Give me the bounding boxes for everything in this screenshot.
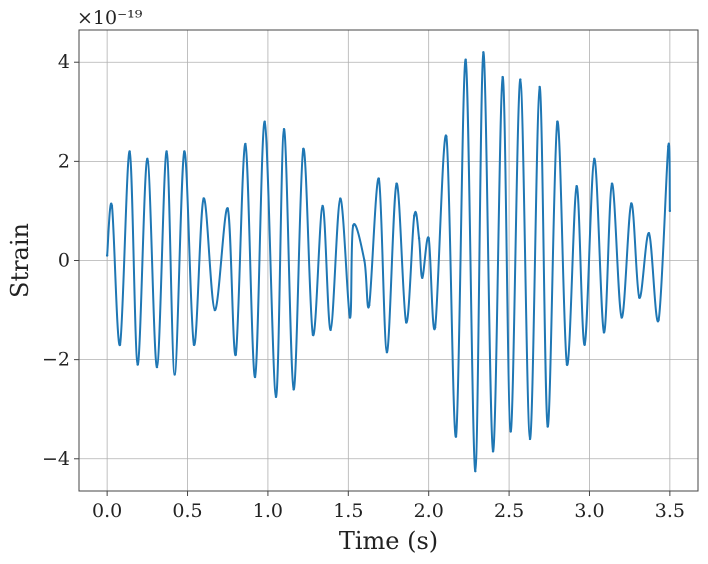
strain-data-point [118,343,122,346]
x-tick-label: 3.5 [655,500,685,522]
strain-data-point [620,316,623,319]
x-tick-label: 0.0 [92,500,122,522]
y-tick-label: 4 [58,51,70,73]
y-tick-label: 0 [58,250,70,272]
x-axis-label: Time (s) [339,527,438,555]
strain-data-point [385,351,389,354]
strain-data-point [329,328,332,332]
strain-data-point [244,142,247,146]
strain-data-point [417,236,421,240]
strain-data-point [311,333,315,337]
strain-data-point [213,308,217,312]
strain-data-point [538,85,541,89]
strain-data-point [282,127,286,131]
strain-data-point [602,331,606,334]
strain-data-point [491,450,495,453]
strain-data-point [647,232,651,235]
strain-data-point [519,78,522,81]
x-tick-label: 1.0 [253,500,283,522]
strain-data-point [593,157,596,161]
strain-data-point [501,75,504,79]
strain-data-point [128,150,131,153]
strain-data-point [556,120,559,123]
strain-data-point [583,343,586,346]
strain-data-point [638,296,641,299]
strain-data-point [404,321,408,324]
strain-data-point [630,202,633,205]
y-offset-label: ×10⁻¹⁹ [77,7,143,29]
y-tick-label: −4 [42,448,70,470]
strain-data-point [136,363,139,366]
strain-series-line [106,51,671,473]
x-tick-label: 3.0 [574,500,604,522]
strain-data-point [657,318,660,322]
strain-data-point [610,182,614,185]
strain-data-point [292,388,295,391]
strain-data-point [454,435,458,438]
strain-data-point [348,316,352,319]
y-tick-label: 2 [58,150,70,172]
x-tick-label: 2.5 [494,500,524,522]
strain-data-point [321,204,324,208]
strain-data-point [234,353,237,356]
strain-data-point [377,177,381,180]
strain-data-point [363,259,366,262]
axis-ticks: 0.0 0.5 1.0 1.5 2.0 2.5 3.0 3.5 −4 −2 0 2 4 [42,51,685,522]
strain-data-point [155,365,159,369]
x-tick-label: 1.5 [333,500,363,522]
x-tick-label: 0.5 [172,500,202,522]
grid-lines [79,30,698,491]
strain-data-point [253,375,257,379]
strain-data-point [445,135,448,138]
strain-data-point [368,303,371,307]
strain-data-point [421,276,424,280]
strain-data-point [226,207,229,210]
strain-data-point [427,236,430,240]
y-tick-label: −2 [42,349,70,371]
strain-data-point [528,437,532,441]
strain-data-point [302,147,305,151]
strain-data-point [395,182,398,185]
strain-data-point [509,430,512,433]
strain-data-point [474,469,477,473]
strain-data-point [351,224,355,228]
strain-data-point [565,363,569,366]
strain-data-point [339,197,342,200]
series-layer [105,51,672,473]
strain-data-point [192,343,196,346]
strain-data-point [274,395,278,399]
strain-data-point [575,184,578,188]
strain-data-point [263,120,266,123]
strain-data-point [165,150,168,153]
y-axis-label: Strain [6,223,34,298]
x-tick-label: 2.0 [414,500,444,522]
strain-data-point [482,51,485,54]
strain-data-point [202,197,205,200]
strain-data-point [146,157,149,161]
strain-data-point [433,326,437,329]
strain-data-point [546,425,549,428]
strain-data-point [110,204,114,208]
strain-data-point [173,373,176,376]
plot-frame [78,29,699,492]
strain-data-point [105,254,109,257]
strain-data-point [667,145,670,148]
strain-data-point [668,209,672,213]
strain-data-point [413,214,416,218]
strain-data-point [183,150,186,153]
strain-data-point [464,58,467,61]
